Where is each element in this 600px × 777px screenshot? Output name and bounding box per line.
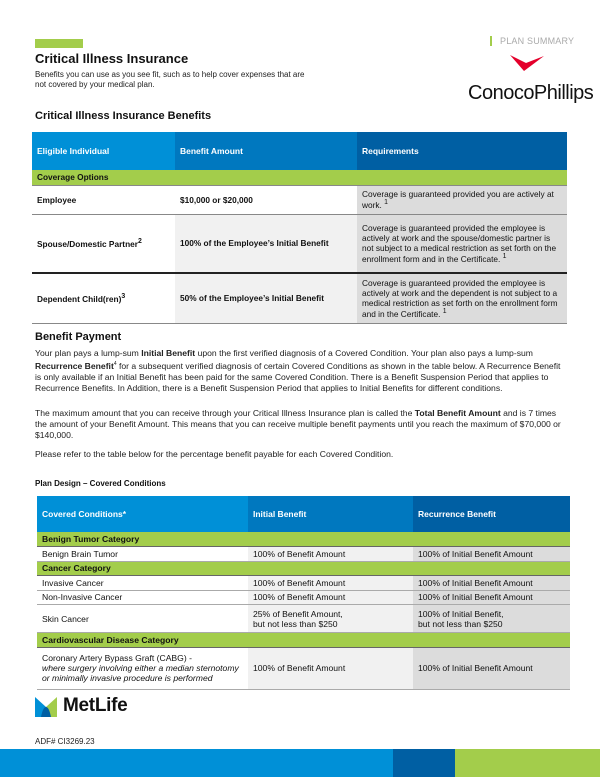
accent-bar [35, 39, 83, 48]
section-row: Coverage Options [32, 170, 567, 186]
conocophillips-wing-icon [510, 55, 544, 71]
conditions-table: Covered Conditions* Initial Benefit Recurr… [37, 496, 570, 690]
page-subtitle: Benefits you can use as you see fit, suc… [35, 70, 305, 89]
metlife-mark-icon [35, 697, 57, 717]
footer-bar-blue [0, 749, 393, 777]
table-row: Spouse/Domestic Partner2 100% of the Empl… [32, 214, 567, 274]
form-code: ADF# CI3269.23 [35, 737, 95, 746]
col-header: Requirements [357, 132, 567, 170]
page-title: Critical Illness Insurance [35, 51, 189, 66]
plan-summary-label: PLAN SUMMARY [490, 36, 574, 46]
col-header: Eligible Individual [32, 132, 175, 170]
table-row: Coronary Artery Bypass Graft (CABG) - whe… [37, 647, 570, 690]
payment-paragraph-2: The maximum amount that you can receive … [35, 408, 561, 440]
logo-text: ConocoPhillips [468, 82, 594, 104]
metlife-wordmark: MetLife [63, 695, 128, 716]
table-row: Invasive Cancer 100% of Benefit Amount 100… [37, 575, 570, 591]
footer-bar-dark [393, 749, 455, 777]
benefits-table: Eligible Individual Benefit Amount Require… [32, 132, 567, 324]
category-row: Cancer Category [37, 561, 570, 576]
benefits-heading: Critical Illness Insurance Benefits [35, 110, 212, 122]
table-row: Employee $10,000 or $20,000 Coverage is gu… [32, 185, 567, 215]
col-header: Covered Conditions* [37, 496, 248, 532]
table-row: Skin Cancer 25% of Benefit Amount, but not… [37, 604, 570, 633]
payment-paragraph-3: Please refer to the table below for the … [35, 449, 394, 459]
table-row: Dependent Child(ren)3 50% of the Employee… [32, 273, 567, 324]
col-header: Recurrence Benefit [413, 496, 570, 532]
payment-heading: Benefit Payment [35, 331, 122, 343]
payment-paragraph-1: Your plan pays a lump-sum Initial Benefi… [35, 348, 561, 393]
footer-bar-green [455, 749, 600, 777]
metlife-logo: MetLife [35, 695, 128, 717]
category-row: Cardiovascular Disease Category [37, 632, 570, 648]
col-header: Benefit Amount [175, 132, 357, 170]
table-row: Non-Invasive Cancer 100% of Benefit Amoun… [37, 590, 570, 605]
table-row: Benign Brain Tumor 100% of Benefit Amount… [37, 546, 570, 562]
col-header: Initial Benefit [248, 496, 413, 532]
conocophillips-logo: ConocoPhillips [468, 53, 594, 105]
conditions-heading: Plan Design – Covered Conditions [35, 479, 166, 488]
category-row: Benign Tumor Category [37, 532, 570, 547]
